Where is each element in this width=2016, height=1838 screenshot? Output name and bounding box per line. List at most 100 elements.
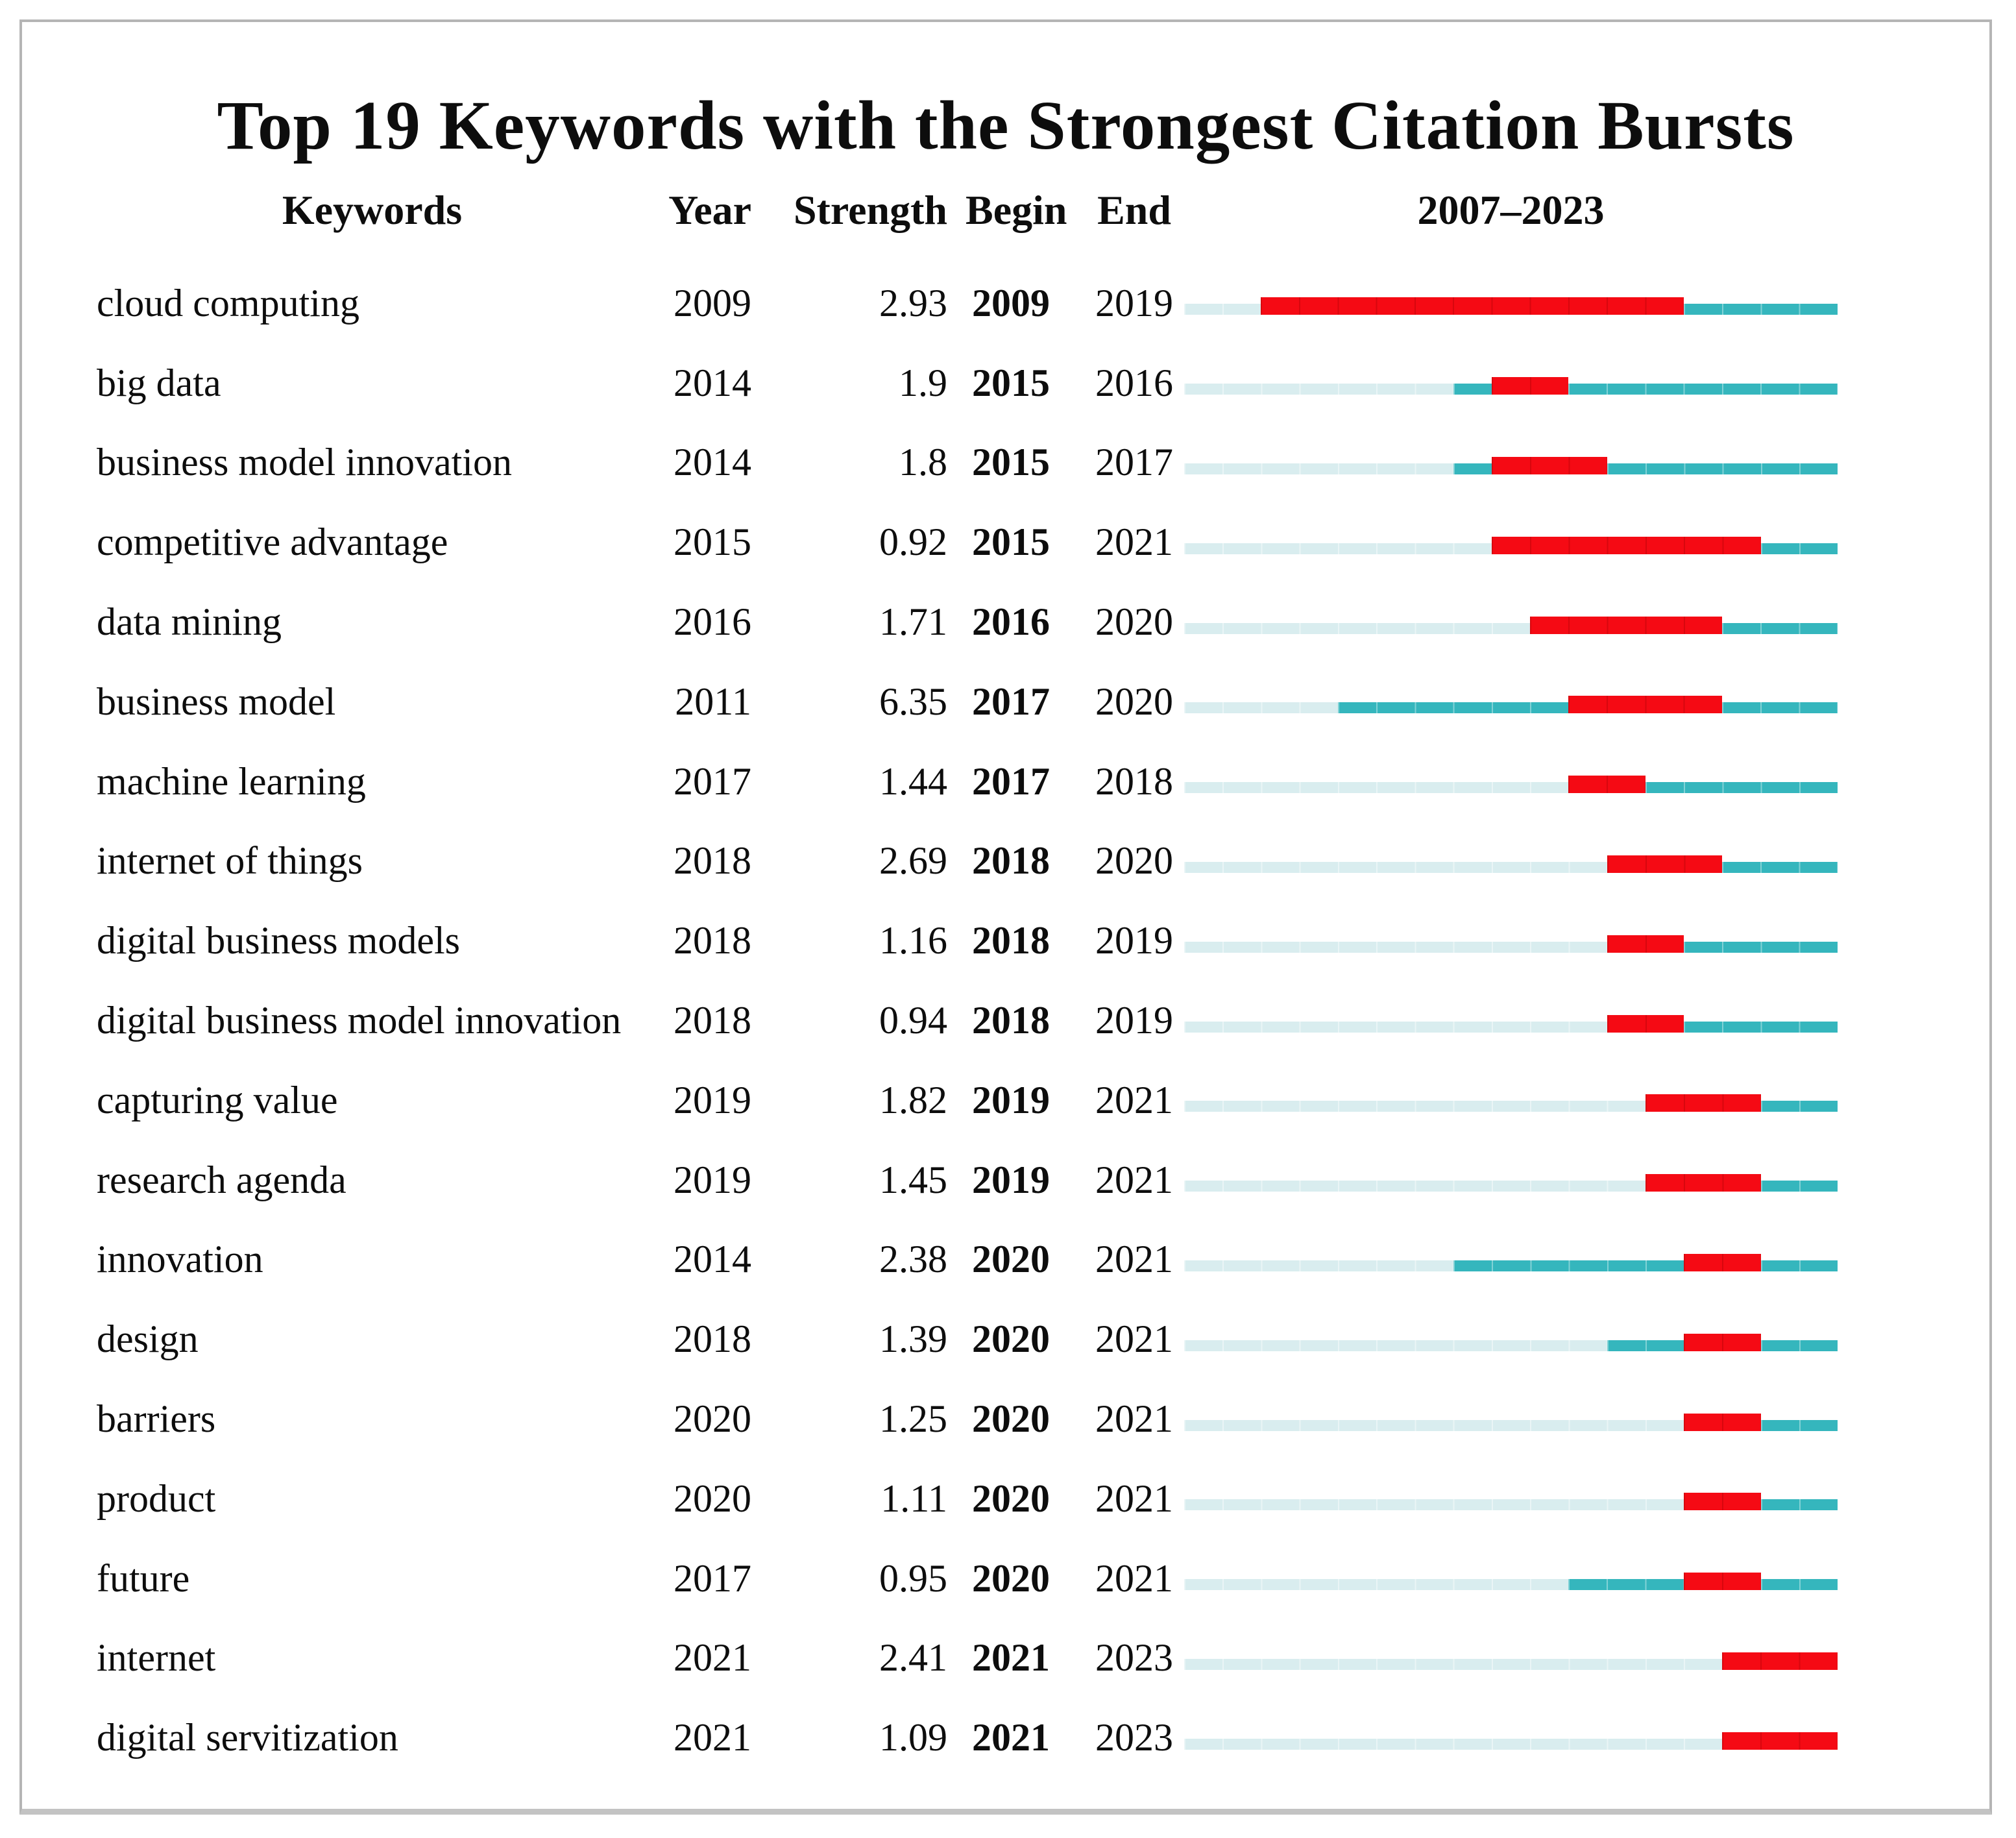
begin-value: 2009	[972, 281, 1050, 325]
active-segment	[1684, 1021, 1838, 1033]
pre-appearance-segment	[1184, 861, 1607, 873]
begin-value: 2020	[972, 1477, 1050, 1520]
keyword-burst-rows: cloud computing 2009 2.93 2009 2019 big …	[22, 263, 1989, 1778]
strength-value: 2.69	[879, 839, 947, 883]
header-keywords: Keywords	[282, 187, 463, 233]
strength-value: 0.92	[879, 521, 947, 564]
chart-title: Top 19 Keywords with the Strongest Citat…	[217, 88, 1795, 164]
keyword-label: design	[97, 1317, 199, 1361]
begin-value: 2020	[972, 1238, 1050, 1281]
burst-timeline-bar	[1184, 297, 1838, 315]
keyword-label: competitive advantage	[97, 521, 448, 564]
year-value: 2018	[674, 919, 751, 962]
active-segment	[1760, 1181, 1838, 1192]
pre-appearance-segment	[1184, 463, 1453, 474]
burst-segment	[1722, 1732, 1838, 1750]
active-segment	[1760, 1579, 1838, 1591]
active-segment	[1337, 702, 1569, 714]
begin-value: 2015	[972, 521, 1050, 564]
pre-appearance-segment	[1184, 702, 1338, 714]
active-segment	[1760, 543, 1838, 554]
pre-appearance-segment	[1184, 304, 1261, 315]
begin-value: 2020	[972, 1556, 1050, 1600]
burst-timeline-bar	[1184, 1333, 1838, 1351]
active-segment	[1607, 463, 1838, 474]
end-value: 2019	[1095, 919, 1173, 962]
strength-value: 6.35	[879, 680, 947, 723]
end-value: 2019	[1095, 999, 1173, 1042]
pre-appearance-segment	[1184, 1340, 1607, 1351]
pre-appearance-segment	[1184, 1021, 1607, 1033]
end-value: 2018	[1095, 759, 1173, 803]
year-value: 2017	[674, 1556, 751, 1600]
year-value: 2018	[674, 999, 751, 1042]
keyword-label: cloud computing	[97, 281, 359, 325]
burst-segment	[1491, 456, 1607, 474]
burst-timeline-bar	[1184, 1732, 1838, 1750]
begin-value: 2019	[972, 1078, 1050, 1121]
year-value: 2015	[674, 521, 751, 564]
end-value: 2017	[1095, 441, 1173, 484]
active-segment	[1760, 1499, 1838, 1511]
begin-value: 2018	[972, 999, 1050, 1042]
end-value: 2016	[1095, 361, 1173, 404]
table-row: digital servitization 2021 1.09 2021 202…	[22, 1698, 1989, 1778]
year-value: 2016	[674, 600, 751, 644]
table-row: product 2020 1.11 2020 2021	[22, 1459, 1989, 1539]
table-row: design 2018 1.39 2020 2021	[22, 1299, 1989, 1379]
year-value: 2018	[674, 1317, 751, 1361]
pre-appearance-segment	[1184, 1738, 1723, 1750]
table-row: digital business models 2018 1.16 2018 2…	[22, 901, 1989, 981]
header-period-range: 2007–2023	[1417, 187, 1605, 233]
end-value: 2019	[1095, 281, 1173, 325]
end-value: 2021	[1095, 1317, 1173, 1361]
keyword-label: internet of things	[97, 839, 363, 883]
active-segment	[1760, 1340, 1838, 1351]
pre-appearance-segment	[1184, 941, 1607, 953]
pre-appearance-segment	[1184, 543, 1492, 554]
year-value: 2011	[675, 680, 751, 723]
keyword-label: business model	[97, 680, 336, 723]
burst-timeline-bar	[1184, 536, 1838, 554]
keyword-label: business model innovation	[97, 441, 512, 484]
active-segment	[1722, 622, 1838, 634]
begin-value: 2017	[972, 759, 1050, 803]
year-value: 2019	[674, 1158, 751, 1201]
pre-appearance-segment	[1184, 622, 1531, 634]
end-value: 2020	[1095, 680, 1173, 723]
keyword-label: big data	[97, 361, 221, 404]
column-header-row: Keywords Year Strength Begin End 2007–20…	[22, 186, 1989, 235]
strength-value: 1.45	[879, 1158, 947, 1201]
active-segment	[1453, 1260, 1684, 1271]
end-value: 2021	[1095, 1238, 1173, 1281]
table-row: barriers 2020 1.25 2020 2021	[22, 1379, 1989, 1459]
active-segment	[1645, 782, 1838, 794]
burst-timeline-bar	[1184, 616, 1838, 634]
strength-value: 1.25	[879, 1397, 947, 1441]
table-row: data mining 2016 1.71 2016 2020	[22, 582, 1989, 662]
table-row: business model innovation 2014 1.8 2015 …	[22, 423, 1989, 503]
begin-value: 2017	[972, 680, 1050, 723]
active-segment	[1722, 861, 1838, 873]
table-row: internet of things 2018 2.69 2018 2020	[22, 822, 1989, 901]
burst-timeline-bar	[1184, 855, 1838, 873]
keyword-label: capturing value	[97, 1078, 338, 1121]
pre-appearance-segment	[1184, 1419, 1684, 1431]
keyword-label: digital business model innovation	[97, 999, 622, 1042]
header-end: End	[1097, 187, 1171, 233]
header-year: Year	[668, 187, 751, 233]
keyword-label: product	[97, 1477, 216, 1520]
year-value: 2019	[674, 1078, 751, 1121]
begin-value: 2018	[972, 919, 1050, 962]
end-value: 2021	[1095, 1397, 1173, 1441]
keyword-label: barriers	[97, 1397, 216, 1441]
table-row: business model 2011 6.35 2017 2020	[22, 662, 1989, 742]
keyword-label: internet	[97, 1636, 216, 1680]
active-segment	[1722, 702, 1838, 714]
strength-value: 2.41	[879, 1636, 947, 1680]
pre-appearance-segment	[1184, 1101, 1646, 1112]
pre-appearance-segment	[1184, 1579, 1569, 1591]
burst-segment	[1261, 297, 1684, 315]
strength-value: 1.8	[899, 441, 947, 484]
active-segment	[1453, 384, 1492, 395]
